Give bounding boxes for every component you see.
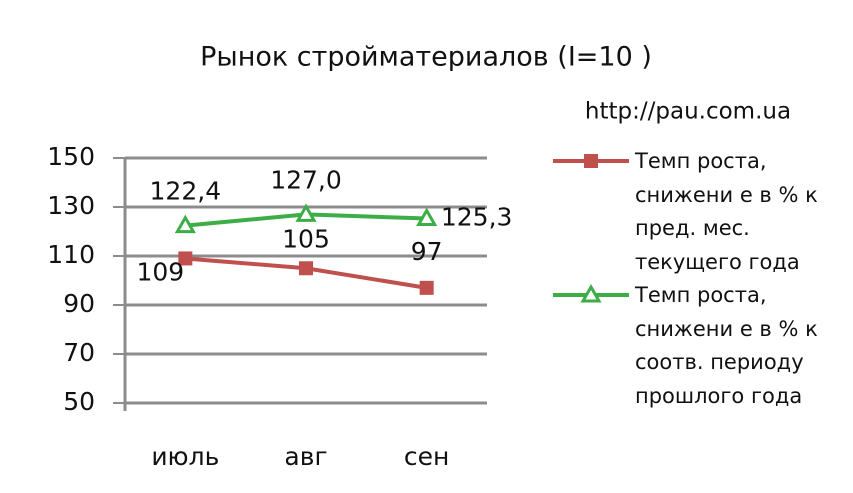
data-label: 97 <box>411 237 443 266</box>
x-tick-label: авг <box>284 442 327 471</box>
annotation: http://pau.com.ua <box>585 99 791 125</box>
data-label: 109 <box>136 257 184 286</box>
legend-marker <box>580 283 602 303</box>
marker <box>295 203 317 222</box>
chart-title: Рынок стройматериалов (I=10 ) <box>200 42 652 73</box>
legend-item: Темп роста, снижени е в % к пред. мес. т… <box>553 145 825 279</box>
data-label: 122,4 <box>150 177 222 206</box>
y-tick-label: 130 <box>47 191 95 220</box>
marker <box>416 207 438 227</box>
legend-swatch <box>553 154 629 168</box>
legend-label: Темп роста, снижени е в % к пред. мес. т… <box>635 149 818 274</box>
y-tick-label: 70 <box>63 338 95 367</box>
legend-label: Темп роста, снижени е в % к соотв. перио… <box>635 283 818 408</box>
marker <box>178 251 193 266</box>
legend: Темп роста, снижени е в % к пред. мес. т… <box>553 145 853 413</box>
y-tick-label: 50 <box>63 387 95 416</box>
y-tick-label: 110 <box>47 240 95 269</box>
legend-swatch <box>553 283 629 303</box>
marker <box>299 261 313 276</box>
x-tick-label: сен <box>404 442 449 471</box>
data-label: 105 <box>282 224 330 253</box>
y-tick-label: 90 <box>63 289 95 318</box>
marker <box>174 214 196 234</box>
data-label: 127,0 <box>270 165 342 194</box>
x-tick-label: июль <box>151 442 219 471</box>
y-tick-label: 150 <box>47 142 95 171</box>
marker <box>419 280 434 295</box>
legend-item: Темп роста, снижени е в % к соотв. перио… <box>553 279 825 413</box>
legend-marker <box>584 154 598 168</box>
data-label: 125,3 <box>441 203 513 232</box>
